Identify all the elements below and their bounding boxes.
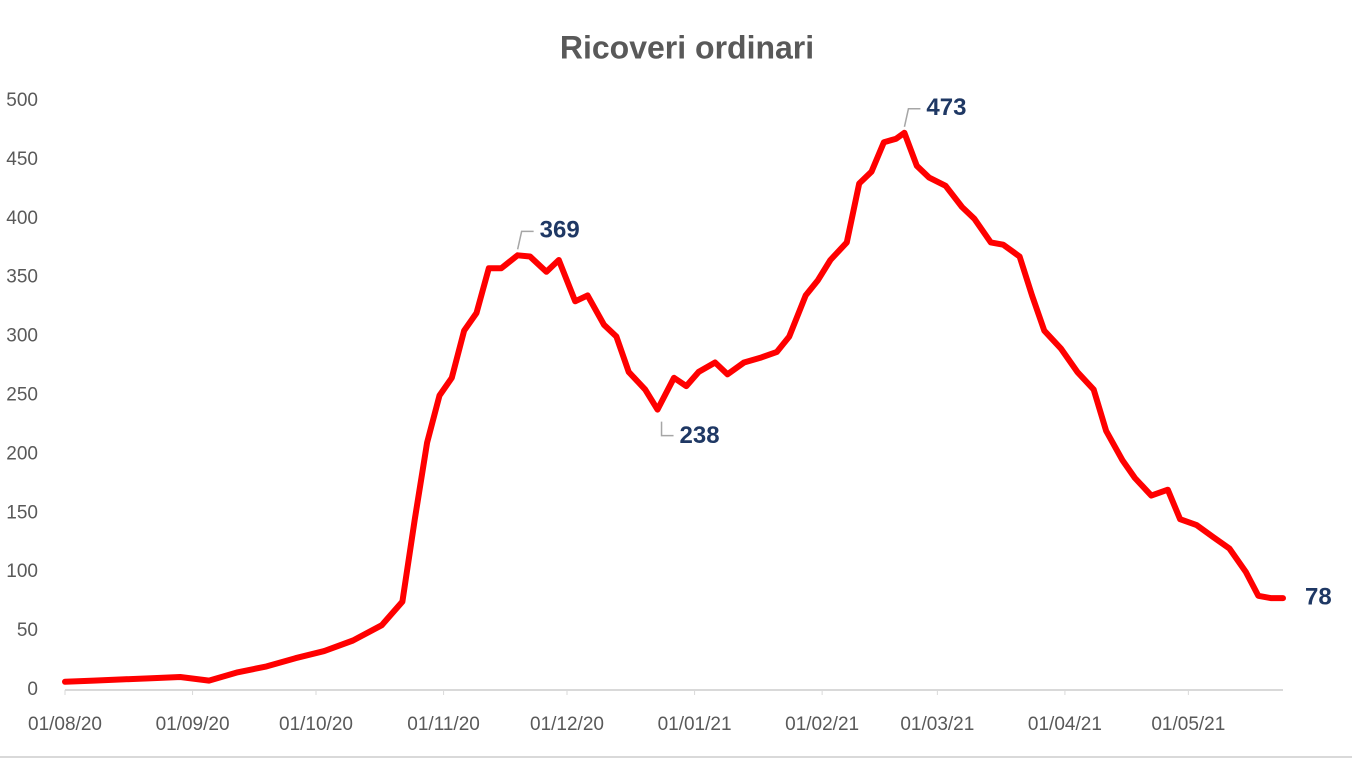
y-tick-label: 200 bbox=[6, 443, 38, 464]
data-label: 78 bbox=[1305, 583, 1332, 610]
y-tick-label: 350 bbox=[6, 267, 38, 288]
data-line bbox=[62, 129, 1286, 685]
x-tick-label: 01/08/20 bbox=[28, 714, 102, 735]
x-tick-label: 01/11/20 bbox=[407, 714, 480, 735]
y-tick-label: 300 bbox=[6, 326, 38, 347]
y-tick-label: 500 bbox=[6, 90, 38, 111]
x-tick-label: 01/04/21 bbox=[1028, 714, 1102, 735]
x-tick-label: 01/05/21 bbox=[1151, 714, 1225, 735]
data-label: 473 bbox=[926, 94, 966, 121]
y-tick-label: 400 bbox=[6, 208, 38, 229]
leader-line bbox=[516, 230, 534, 250]
y-tick-label: 50 bbox=[17, 620, 38, 641]
x-tick-label: 01/09/20 bbox=[156, 714, 230, 735]
leader-line bbox=[660, 421, 674, 437]
data-label: 238 bbox=[680, 422, 720, 449]
y-tick-label: 450 bbox=[6, 149, 38, 170]
x-tick-label: 01/10/20 bbox=[279, 714, 353, 735]
data-label: 369 bbox=[540, 217, 580, 244]
x-tick-label: 01/02/21 bbox=[785, 714, 859, 735]
x-tick-label: 01/01/21 bbox=[658, 714, 732, 735]
y-tick-label: 150 bbox=[6, 502, 38, 523]
x-tick-label: 01/03/21 bbox=[900, 714, 974, 735]
y-tick-label: 100 bbox=[6, 561, 38, 582]
y-tick-label: 0 bbox=[27, 679, 38, 700]
y-tick-label: 250 bbox=[6, 385, 38, 406]
chart-title: Ricoveri ordinari bbox=[560, 29, 814, 65]
leader-line bbox=[903, 108, 921, 127]
x-tick-label: 01/12/20 bbox=[530, 714, 604, 735]
